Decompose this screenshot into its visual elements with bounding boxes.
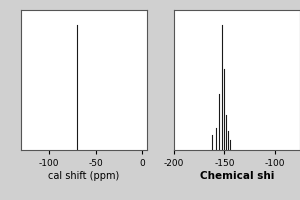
X-axis label: cal shift (ppm): cal shift (ppm) — [48, 171, 120, 181]
X-axis label: Chemical shi: Chemical shi — [200, 171, 274, 181]
